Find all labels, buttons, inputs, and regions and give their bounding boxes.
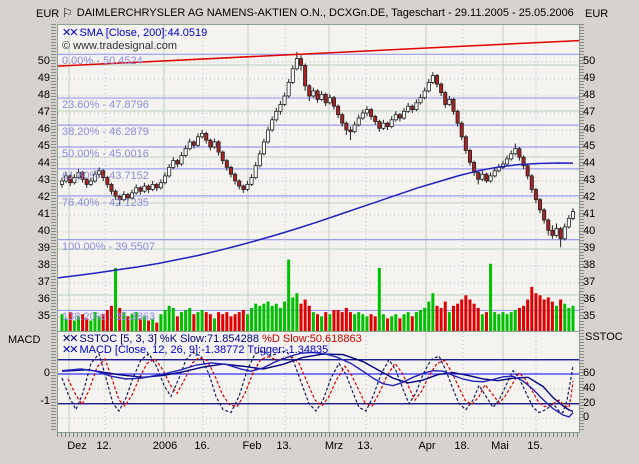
fib-label: 61.80% - 43.7152 [62,169,149,182]
price-tick-right: 39 [583,242,596,254]
indicator-canvas[interactable] [58,332,579,432]
price-tick-left: 43 [37,174,50,186]
left-axis-currency: EUR [36,8,60,20]
price-tick-right: 46 [583,123,596,135]
price-tick-left: 44 [37,157,50,169]
fib-label: 0.00% - 50.4524 [62,55,143,68]
sstoc-tick: 40 [583,382,596,395]
date-label: 13. [357,440,373,452]
instrument-flag-icon: ⚐ [62,6,73,20]
price-tick-left: 36 [37,293,50,305]
price-tick-right: 48 [583,89,596,101]
sstoc-tick: 0 [583,411,590,424]
date-label: Mrz [324,440,344,452]
price-tick-left: 39 [37,242,50,254]
date-label: 18. [454,440,470,452]
price-tick-left: 47 [37,106,50,118]
date-label: 13. [276,440,292,452]
price-tick-right: 49 [583,72,596,84]
price-tick-left: 40 [37,225,50,237]
price-tick-right: 35 [583,310,596,322]
date-label: Apr [418,440,436,452]
fib-label: 76.40% - 42.1235 [62,196,149,209]
price-tick-right: 36 [583,293,596,305]
date-label: Mai [491,440,509,452]
fib-label: 50.00% - 45.0016 [62,147,149,160]
price-tick-left: 42 [37,191,50,203]
candlestick-canvas[interactable] [58,25,579,331]
price-tick-left: 41 [37,208,50,220]
price-tick-left: 37 [37,276,50,288]
macd-tick: -1 [40,394,50,407]
subpanel-right-axis-title: SSTOC [585,331,623,343]
right-axis-currency: EUR [585,8,609,20]
fib-label: 38.20% - 46.2879 [62,126,149,139]
price-tick-right: 50 [583,55,596,67]
price-tick-left: 35 [37,310,50,322]
price-tick-left: 46 [37,123,50,135]
price-tick-right: 41 [583,208,596,220]
price-tick-right: 37 [583,276,596,288]
price-tick-right: 42 [583,191,596,203]
date-label: 2006 [152,440,178,452]
price-tick-left: 49 [37,72,50,84]
macd-tick: 0 [43,367,50,379]
chart-title: ⚐ DAIMLERCHRYSLER AG NAMENS-AKTIEN O.N., … [62,6,577,21]
sstoc-tick: 20 [583,396,596,409]
price-tick-left: 45 [37,140,50,152]
price-tick-left: 48 [37,89,50,101]
price-tick-left: 38 [37,259,50,271]
price-tick-right: 44 [583,157,596,169]
fib-label: 23.60% - 47.8796 [62,99,149,112]
fib-label: 138.20% - 35.3863 [62,311,155,324]
date-label: 12. [96,440,112,452]
price-tick-right: 47 [583,106,596,118]
date-axis-ruler [57,432,578,437]
price-tick-right: 40 [583,225,596,237]
date-label: Feb [242,440,262,452]
subpanel-left-axis-title: MACD [8,334,41,346]
price-tick-right: 38 [583,259,596,271]
price-tick-right: 43 [583,174,596,186]
price-tick-left: 50 [37,55,50,67]
left-axis-ruler [51,24,56,431]
indicator-subpanel[interactable] [57,331,580,433]
chart-title-text: DAIMLERCHRYSLER AG NAMENS-AKTIEN O.N., D… [76,7,577,19]
date-label: Dez [67,440,87,452]
main-price-chart[interactable] [57,24,580,332]
date-label: 15. [527,440,543,452]
right-axis-ruler [579,24,584,431]
fib-label: 100.00% - 39.5507 [62,240,155,253]
sstoc-tick: 60 [583,367,596,380]
price-tick-right: 45 [583,140,596,152]
date-label: 16. [194,440,210,452]
